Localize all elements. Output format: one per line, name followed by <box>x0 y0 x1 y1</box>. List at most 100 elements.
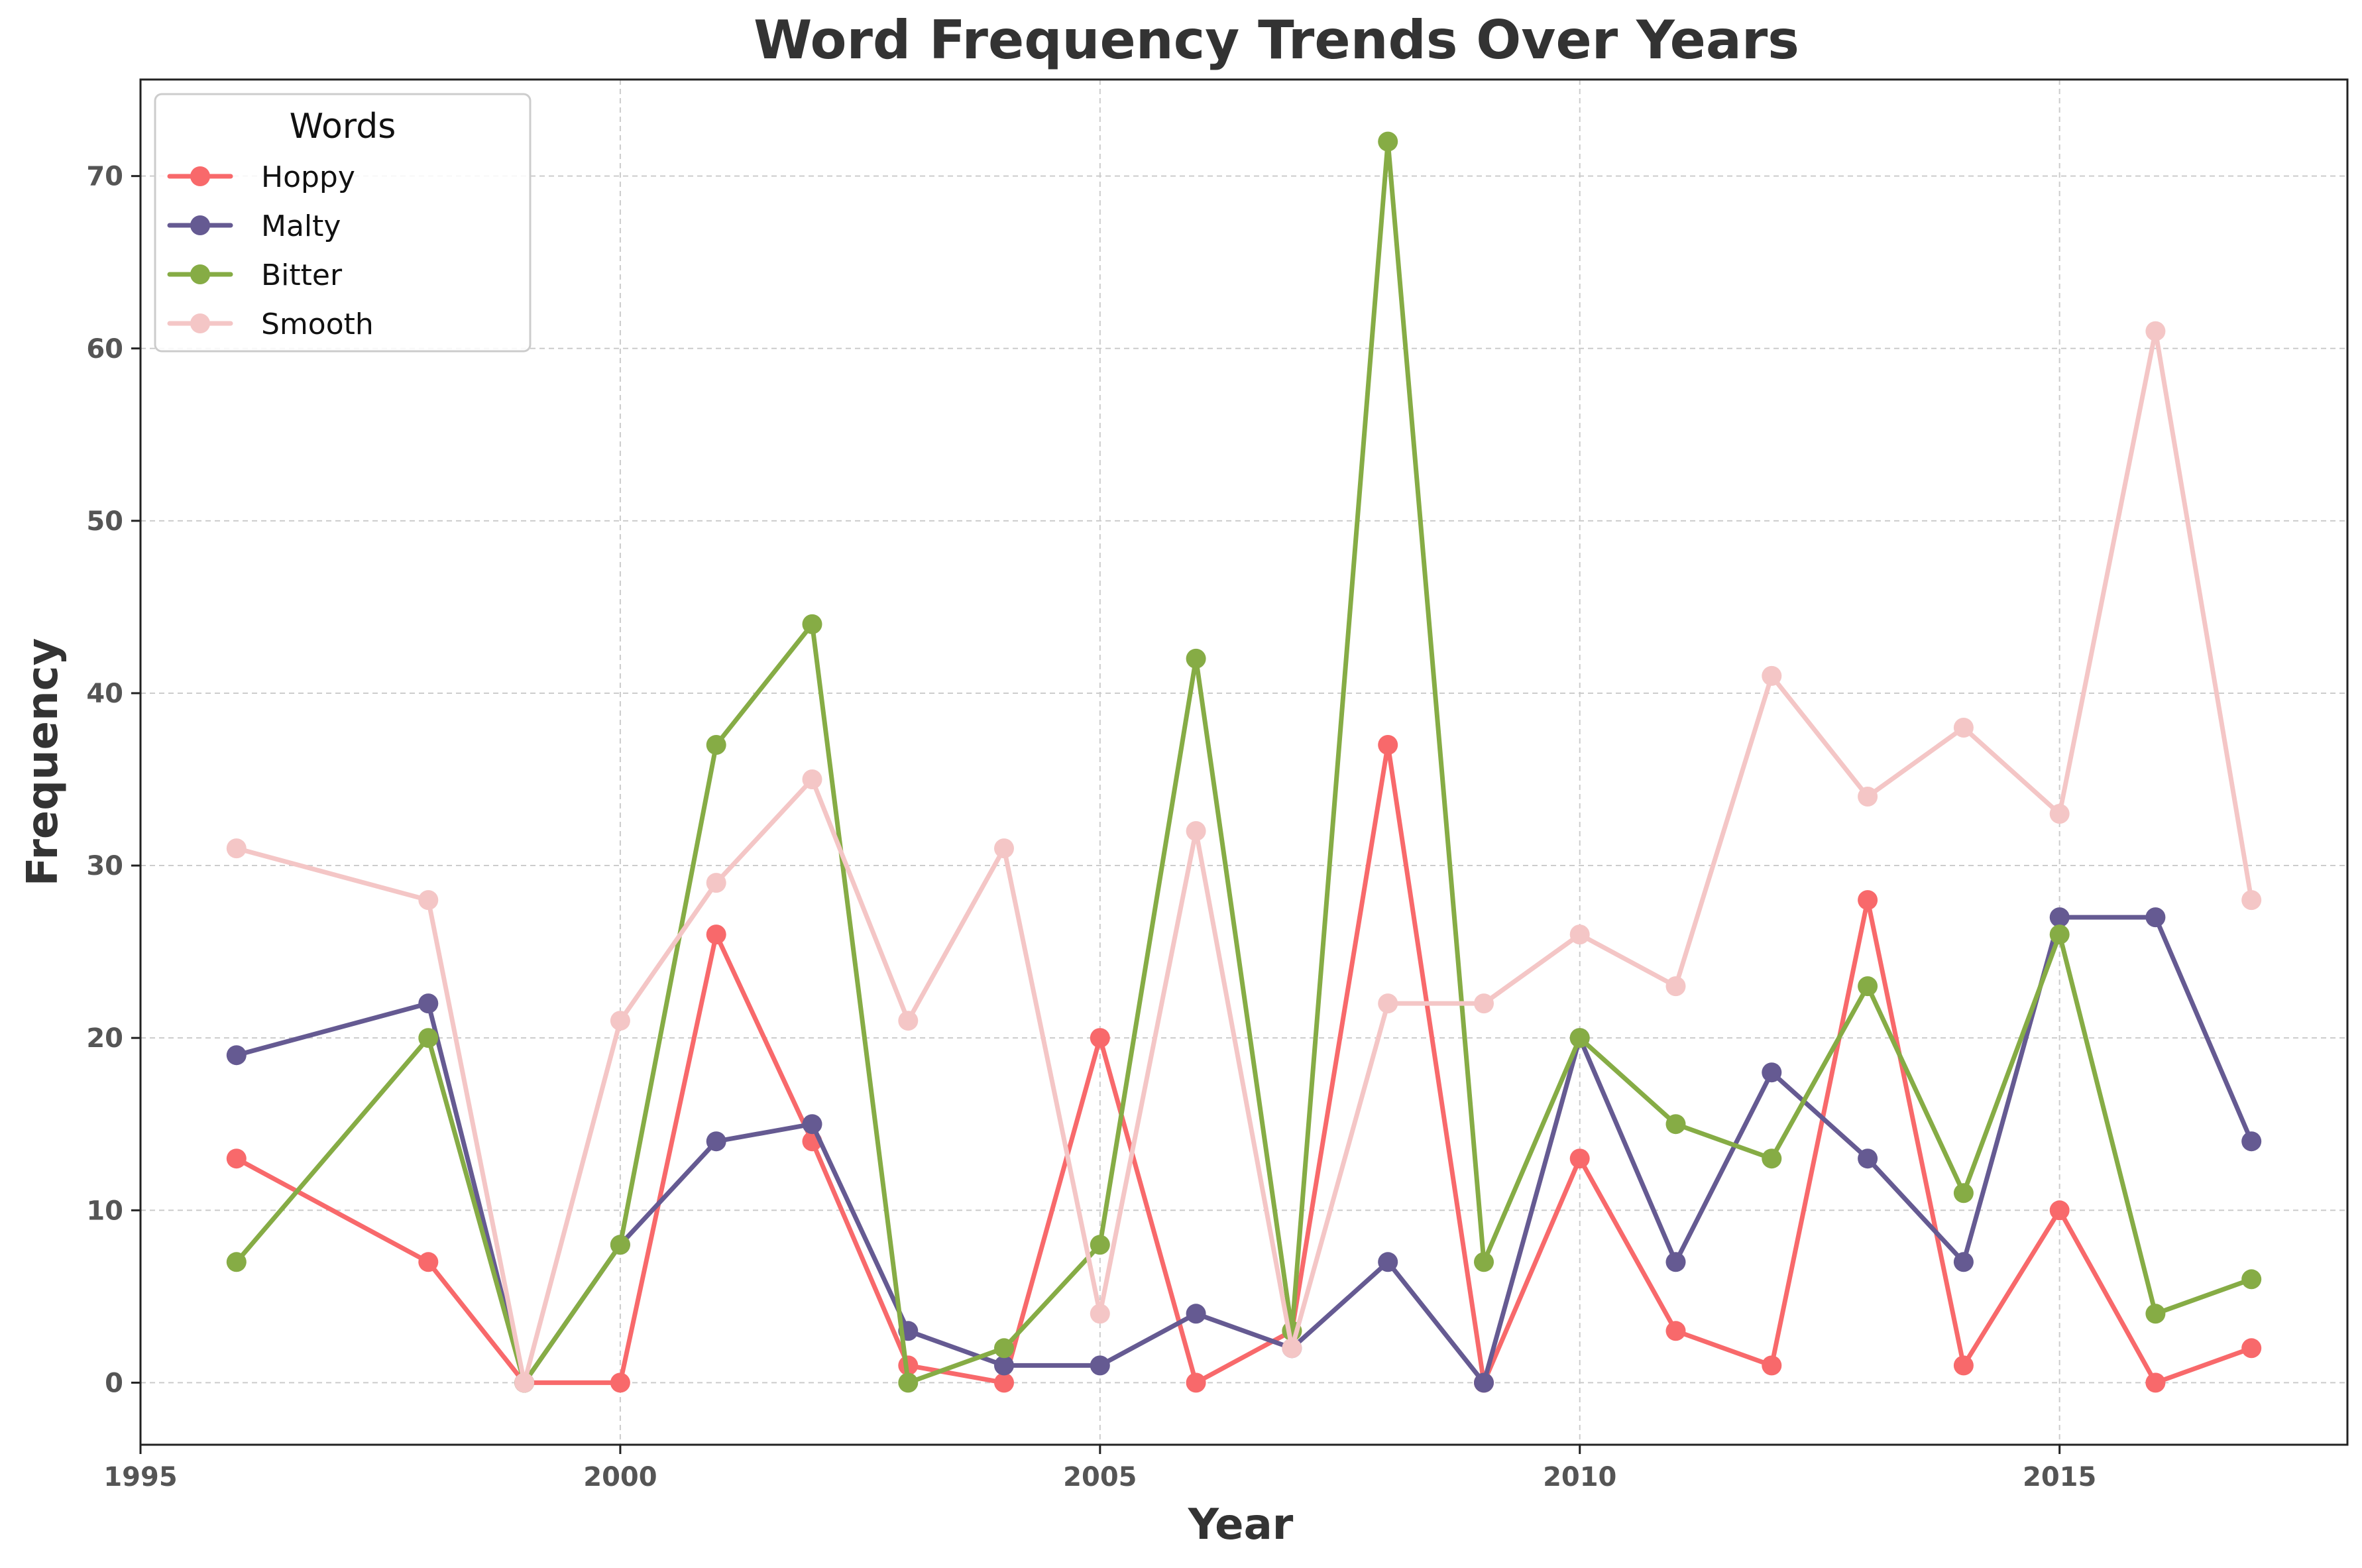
data-point-bitter <box>226 1252 247 1272</box>
data-point-hoppy <box>1858 890 1878 911</box>
y-axis-label: Frequency <box>19 638 68 887</box>
legend-box <box>154 93 532 353</box>
legend-label: Hoppy <box>261 160 355 194</box>
data-point-hoppy <box>610 1372 630 1393</box>
data-point-malty <box>418 993 439 1014</box>
data-point-smooth <box>1953 718 1974 738</box>
data-point-smooth <box>898 1011 919 1031</box>
data-point-bitter <box>2145 1304 2166 1324</box>
legend-item-smooth: Smooth <box>167 308 374 341</box>
data-point-bitter <box>2241 1269 2262 1290</box>
data-point-malty <box>2049 907 2070 928</box>
data-point-hoppy <box>1186 1372 1206 1393</box>
data-point-bitter <box>1378 131 1398 152</box>
data-point-smooth <box>1090 1304 1110 1324</box>
data-point-malty <box>1953 1252 1974 1272</box>
data-point-hoppy <box>1090 1028 1110 1048</box>
plot-frame <box>139 78 2349 1446</box>
data-point-smooth <box>1569 924 1590 945</box>
data-point-malty <box>1378 1252 1398 1272</box>
data-point-malty <box>706 1131 726 1152</box>
data-point-bitter <box>1474 1252 1494 1272</box>
data-point-smooth <box>514 1372 535 1393</box>
legend-label: Bitter <box>261 258 343 292</box>
data-point-malty <box>2145 907 2166 928</box>
x-tick-label: 2015 <box>2023 1462 2096 1492</box>
data-point-smooth <box>1762 665 1782 686</box>
data-point-bitter <box>898 1372 919 1393</box>
data-point-smooth <box>706 873 726 893</box>
data-point-malty <box>1665 1252 1686 1272</box>
data-point-hoppy <box>2145 1372 2166 1393</box>
data-point-hoppy <box>2049 1200 2070 1221</box>
legend-marker-icon <box>190 313 210 333</box>
data-point-smooth <box>2241 890 2262 911</box>
data-point-smooth <box>1665 976 1686 997</box>
y-tick-label: 20 <box>86 1023 123 1054</box>
legend-marker-icon <box>190 215 210 235</box>
x-tick-label: 1995 <box>103 1462 177 1492</box>
series-bitter <box>226 131 2262 1393</box>
y-tick-label: 60 <box>86 334 123 364</box>
data-point-malty <box>1090 1355 1110 1376</box>
data-point-malty <box>1474 1372 1494 1393</box>
data-point-bitter <box>1186 648 1206 669</box>
legend-title: Words <box>290 107 396 146</box>
data-point-smooth <box>2145 321 2166 341</box>
y-tick-label: 30 <box>86 851 123 881</box>
y-tick-label: 10 <box>86 1196 123 1226</box>
legend-item-hoppy: Hoppy <box>167 160 355 194</box>
legend-item-bitter: Bitter <box>167 258 343 292</box>
data-point-hoppy <box>1569 1148 1590 1169</box>
legend-marker-icon <box>190 264 210 284</box>
data-point-bitter <box>2049 924 2070 945</box>
data-point-hoppy <box>2241 1338 2262 1359</box>
y-tick-label: 40 <box>86 679 123 709</box>
x-axis-ticks: 1995 2000 2005 2010 2015 <box>103 1445 2096 1492</box>
legend: Words Hoppy Malty Bitter Smooth <box>154 93 532 353</box>
legend-label: Malty <box>261 209 341 243</box>
data-point-malty <box>1762 1062 1782 1083</box>
data-point-bitter <box>1762 1148 1782 1169</box>
x-axis-label: Year <box>1188 1500 1294 1549</box>
x-tick-label: 2000 <box>583 1462 657 1492</box>
data-point-hoppy <box>226 1148 247 1169</box>
data-point-hoppy <box>994 1372 1014 1393</box>
data-point-smooth <box>1858 787 1878 807</box>
data-point-bitter <box>1569 1028 1590 1048</box>
data-point-malty <box>2241 1131 2262 1152</box>
legend-marker-icon <box>190 166 210 186</box>
x-tick-label: 2010 <box>1543 1462 1616 1492</box>
data-point-hoppy <box>1378 735 1398 755</box>
data-point-hoppy <box>1762 1355 1782 1376</box>
data-point-hoppy <box>418 1252 439 1272</box>
data-point-smooth <box>610 1011 630 1031</box>
legend-item-malty: Malty <box>167 209 341 243</box>
data-point-bitter <box>1665 1114 1686 1135</box>
chart-title: Word Frequency Trends Over Years <box>754 9 1799 71</box>
data-point-smooth <box>1378 993 1398 1014</box>
data-point-bitter <box>610 1235 630 1255</box>
data-point-hoppy <box>706 924 726 945</box>
data-point-bitter <box>994 1338 1014 1359</box>
data-point-bitter <box>418 1028 439 1048</box>
data-point-bitter <box>1953 1183 1974 1204</box>
data-point-bitter <box>1090 1235 1110 1255</box>
data-point-smooth <box>1186 821 1206 841</box>
data-point-smooth <box>1282 1338 1302 1359</box>
data-point-malty <box>226 1045 247 1066</box>
legend-label: Smooth <box>261 308 374 341</box>
data-point-malty <box>994 1355 1014 1376</box>
y-tick-label: 50 <box>86 506 123 537</box>
data-point-smooth <box>1474 993 1494 1014</box>
series-layer <box>226 131 2262 1393</box>
data-point-malty <box>1858 1148 1878 1169</box>
data-point-smooth <box>418 890 439 911</box>
data-point-smooth <box>2049 804 2070 824</box>
y-axis-ticks: 0 10 20 30 40 50 60 70 <box>86 162 141 1398</box>
data-point-smooth <box>994 838 1014 859</box>
x-tick-label: 2005 <box>1063 1462 1137 1492</box>
legend-items: Hoppy Malty Bitter Smooth <box>167 160 374 341</box>
series-smooth <box>226 321 2262 1393</box>
data-point-hoppy <box>1953 1355 1974 1376</box>
